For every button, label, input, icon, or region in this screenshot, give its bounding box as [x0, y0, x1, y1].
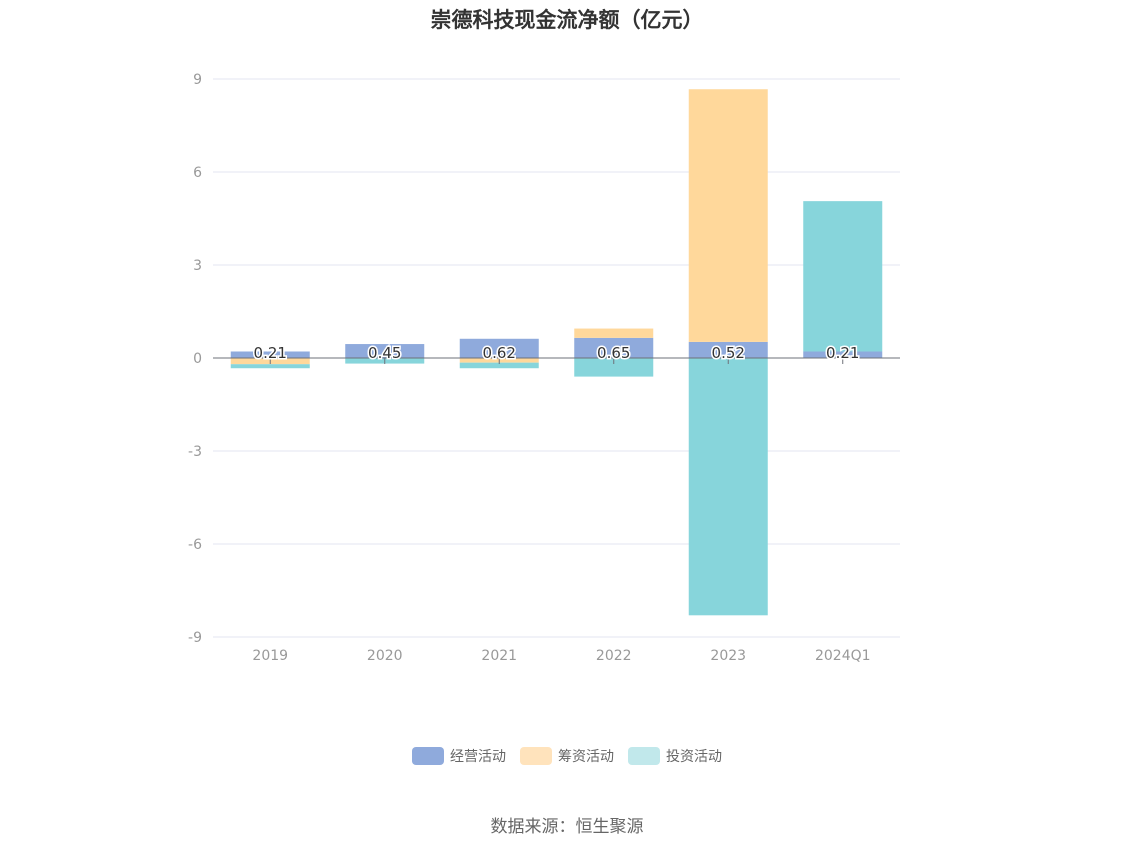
bar-operating — [230, 351, 310, 358]
legend-label-investing: 投资活动 — [666, 749, 722, 765]
y-tick-label: 3 — [193, 258, 202, 274]
data-label: 0.52 — [712, 344, 745, 362]
legend-swatch-financing — [520, 747, 552, 765]
data-label: 0.65 — [597, 344, 630, 362]
legend-swatch-operating — [412, 747, 444, 765]
legend-item-financing[interactable]: 筹资活动 — [520, 746, 614, 766]
data-label: 0.21 — [254, 344, 287, 362]
x-tick-label: 2020 — [367, 648, 403, 664]
bar-operating — [688, 341, 768, 358]
y-tick-label: -9 — [188, 630, 202, 646]
x-tick-label: 2022 — [596, 648, 632, 664]
x-tick-label: 2021 — [481, 648, 517, 664]
chart-title: 崇德科技现金流净额（亿元） — [430, 8, 704, 32]
bar-operating — [459, 338, 539, 358]
y-tick-label: 9 — [193, 72, 202, 88]
y-tick-label: 0 — [193, 351, 202, 367]
x-tick-label: 2024Q1 — [815, 648, 871, 664]
data-source-note: 数据来源：恒生聚源 — [490, 817, 644, 837]
chart-area: 9 6 3 0 -3 -6 -9 2019 2020 2021 2022 2023 2024Q1 0.21… — [188, 72, 900, 664]
legend-item-investing[interactable]: 投资活动 — [628, 746, 722, 766]
y-tick-label: -3 — [188, 444, 202, 460]
bar-operating — [345, 344, 425, 358]
legend-swatch-investing — [628, 747, 660, 765]
legend: 经营活动 筹资活动 投资活动 — [0, 746, 1134, 766]
bar-investing — [574, 358, 654, 377]
x-tick-label: 2023 — [710, 648, 746, 664]
data-label: 0.21 — [826, 344, 859, 362]
bar-investing — [803, 201, 883, 352]
bar-operating — [574, 337, 654, 358]
x-tick-label: 2019 — [252, 648, 288, 664]
bar-investing — [688, 358, 768, 616]
y-tick-label: 6 — [193, 165, 202, 181]
bar-financing — [688, 89, 768, 342]
data-label: 0.62 — [483, 344, 516, 362]
data-label: 0.45 — [368, 344, 401, 362]
bar-operating — [803, 351, 883, 358]
legend-label-financing: 筹资活动 — [558, 749, 614, 765]
legend-label-operating: 经营活动 — [450, 749, 506, 765]
bar-investing — [459, 362, 539, 369]
bar-financing — [574, 328, 654, 338]
y-tick-label: -6 — [188, 537, 202, 553]
bar-investing — [230, 364, 310, 369]
legend-item-operating[interactable]: 经营活动 — [412, 746, 506, 766]
